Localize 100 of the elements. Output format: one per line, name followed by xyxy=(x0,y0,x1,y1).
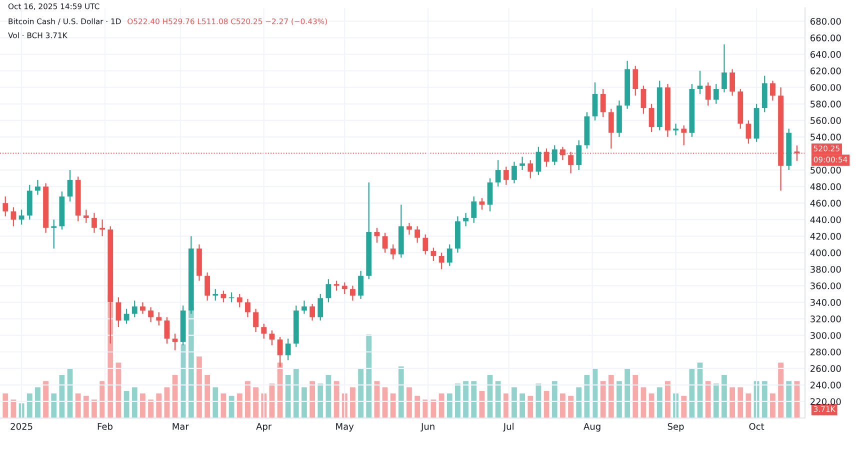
bar xyxy=(148,400,154,418)
candlestick xyxy=(487,178,493,212)
y-tick-label: 280.00 xyxy=(810,348,841,356)
bar xyxy=(310,381,315,418)
y-tick-label: 420.00 xyxy=(810,232,841,240)
bar xyxy=(358,368,364,418)
candlestick xyxy=(479,198,485,210)
candlestick xyxy=(730,68,735,96)
candlestick xyxy=(576,140,582,171)
bar xyxy=(762,381,768,418)
y-tick-label: 660.00 xyxy=(810,34,841,42)
bar xyxy=(285,374,291,418)
bar xyxy=(624,368,630,418)
bar xyxy=(446,393,452,418)
candlestick xyxy=(148,306,154,323)
x-tick-label: Sep xyxy=(668,423,684,432)
candlestick xyxy=(705,82,711,106)
bar xyxy=(269,384,275,418)
candlestick xyxy=(132,300,138,318)
bar xyxy=(132,387,138,418)
bar xyxy=(770,393,776,418)
bar xyxy=(2,393,8,418)
bar xyxy=(479,390,485,418)
y-tick-label: 340.00 xyxy=(810,299,841,306)
bar xyxy=(366,334,372,418)
candlestick xyxy=(116,296,122,328)
bar xyxy=(43,381,48,418)
bar xyxy=(713,384,719,418)
bar xyxy=(600,381,606,418)
bar xyxy=(35,387,40,418)
candlestick xyxy=(536,146,542,176)
bar xyxy=(463,381,468,418)
y-tick-label: 620.00 xyxy=(810,68,841,74)
bar xyxy=(318,384,324,418)
candlestick xyxy=(512,161,517,184)
candlestick xyxy=(2,196,8,217)
bar xyxy=(212,387,218,418)
bar xyxy=(552,381,558,418)
bar xyxy=(705,381,711,418)
candlestick xyxy=(552,144,558,166)
x-tick-label: 2025 xyxy=(10,423,32,430)
candlestick xyxy=(697,70,703,95)
y-tick-label: 260.00 xyxy=(810,365,841,372)
bar xyxy=(471,381,477,418)
candlestick xyxy=(374,227,380,244)
bar xyxy=(350,387,356,418)
candlestick xyxy=(390,244,396,260)
bar xyxy=(495,381,501,418)
bar xyxy=(738,387,744,418)
candlestick xyxy=(600,88,606,118)
candlestick xyxy=(18,209,24,226)
y-tick-label: 560.00 xyxy=(810,117,841,124)
candlestick xyxy=(358,270,364,300)
candlestick xyxy=(640,85,646,114)
x-tick-label: Apr xyxy=(256,423,272,432)
candlestick xyxy=(722,44,727,93)
x-tick-label: Mar xyxy=(172,423,189,430)
y-tick-label: 300.00 xyxy=(810,332,841,339)
bar xyxy=(26,393,32,418)
bar xyxy=(156,393,162,418)
bar xyxy=(576,387,582,418)
bar xyxy=(406,387,412,418)
bar xyxy=(414,396,420,418)
candlestick xyxy=(422,234,428,255)
candlestick xyxy=(156,312,162,326)
candlestick xyxy=(382,232,388,254)
candlestick xyxy=(92,212,97,234)
bar xyxy=(794,381,800,418)
candlestick xyxy=(220,290,226,303)
y-tick-label: 440.00 xyxy=(810,216,841,224)
bar xyxy=(92,400,97,418)
bar xyxy=(632,374,638,418)
y-tick-label: 400.00 xyxy=(810,249,841,256)
bar xyxy=(390,393,396,418)
candlestick xyxy=(51,219,57,250)
bar xyxy=(236,393,242,418)
candlestick xyxy=(608,108,614,150)
bar xyxy=(75,393,81,418)
candlestick xyxy=(245,298,250,318)
bar xyxy=(665,381,670,418)
candlestick xyxy=(172,333,178,351)
bar xyxy=(59,374,65,418)
bar xyxy=(786,381,792,418)
candlestick xyxy=(35,179,40,196)
candlestick xyxy=(164,316,170,344)
candlestick xyxy=(140,302,146,314)
bar xyxy=(293,368,299,418)
y-tick-label: 540.00 xyxy=(810,134,841,141)
candlestick xyxy=(350,285,356,302)
bar xyxy=(681,396,687,418)
candlestick xyxy=(520,156,525,171)
candlestick xyxy=(67,169,73,202)
candlestick xyxy=(414,226,420,244)
candlestick xyxy=(269,330,275,346)
candlestick xyxy=(528,160,534,179)
bar xyxy=(204,374,210,418)
x-tick-label: Jun xyxy=(420,423,434,432)
candlestick xyxy=(302,300,307,314)
candlestick xyxy=(503,166,509,186)
candlestick xyxy=(310,303,315,322)
